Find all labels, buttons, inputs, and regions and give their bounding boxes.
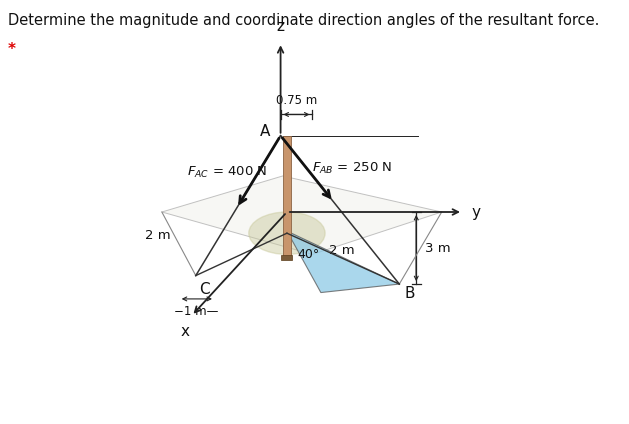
Text: 0.75 m: 0.75 m — [276, 94, 317, 107]
Text: *: * — [8, 42, 16, 57]
Text: z: z — [277, 19, 284, 34]
Text: 2 m: 2 m — [145, 229, 170, 242]
Text: B: B — [404, 286, 415, 301]
Text: A: A — [260, 124, 270, 139]
Ellipse shape — [249, 212, 325, 254]
Text: 40°: 40° — [298, 248, 320, 261]
Text: y: y — [471, 204, 481, 220]
Text: −1 m—: −1 m— — [174, 305, 219, 318]
Text: 2 m: 2 m — [330, 244, 355, 257]
Polygon shape — [287, 231, 399, 293]
Text: $F_{AB}$ = 250 N: $F_{AB}$ = 250 N — [313, 161, 392, 176]
Bar — [281, 255, 292, 260]
Text: Determine the magnitude and coordinate direction angles of the resultant force.: Determine the magnitude and coordinate d… — [8, 13, 599, 28]
Text: $F_{AC}$ = 400 N: $F_{AC}$ = 400 N — [187, 165, 267, 181]
Polygon shape — [162, 176, 442, 254]
Text: x: x — [181, 324, 190, 339]
Text: 3 m: 3 m — [425, 242, 450, 254]
Bar — [283, 136, 291, 257]
Text: C: C — [199, 282, 210, 297]
